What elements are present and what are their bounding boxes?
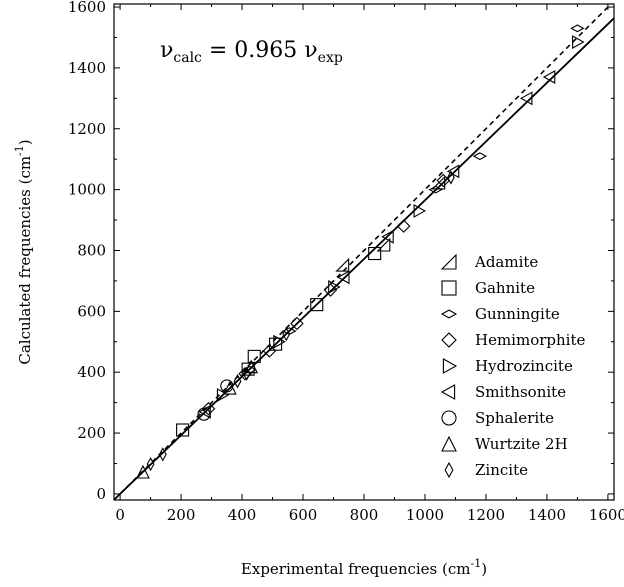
legend-label-hydrozincite: Hydrozincite — [475, 357, 573, 375]
series-smithsonite — [198, 70, 556, 419]
y-tick-label: 1600 — [68, 0, 106, 16]
y-tick-label: 1000 — [68, 181, 106, 199]
x-tick-label: 600 — [289, 506, 318, 524]
data-points — [136, 24, 585, 479]
x-tick-label: 1400 — [528, 506, 566, 524]
legend-marker-hydrozincite — [442, 358, 458, 374]
y-tick-label: 600 — [77, 302, 106, 320]
fit-line-dashed — [114, 4, 613, 500]
point-smithsonite — [381, 229, 394, 244]
point-zincite — [146, 456, 155, 472]
y-axis-title: Calculated frequencies (cm-1) — [13, 139, 34, 364]
point-wurtzite-2h — [136, 464, 150, 479]
point-gunningite — [570, 24, 585, 33]
y-tick-label: 1400 — [68, 59, 106, 77]
y-tick-label: 800 — [77, 241, 106, 259]
point-gahnite — [176, 423, 190, 437]
point-hemimorphite — [323, 283, 338, 297]
legend-marker-gunningite — [440, 309, 458, 319]
y-tick-label: 0 — [96, 485, 106, 503]
series-sphalerite — [197, 379, 234, 421]
point-gahnite — [269, 337, 283, 351]
point-smithsonite — [519, 91, 533, 106]
point-smithsonite — [446, 164, 460, 179]
legend-label-zincite: Zincite — [475, 461, 528, 479]
point-wurtzite-2h — [222, 380, 237, 395]
x-tick-label: 0 — [115, 506, 125, 524]
point-hemimorphite — [290, 316, 304, 331]
point-zincite — [282, 327, 291, 342]
x-axis-title: Experimental frequencies (cm-1) — [241, 557, 487, 578]
fit-lines — [114, 4, 614, 500]
point-zincite — [233, 374, 242, 389]
legend-label-smithsonite: Smithsonite — [475, 383, 566, 401]
legend: Adamite Gahnite Gunningite Hemimorphite Hydr… — [440, 253, 585, 479]
point-hemimorphite — [262, 344, 277, 358]
point-hydrozincite — [216, 388, 230, 402]
point-sphalerite — [220, 379, 234, 393]
y-tick-label: 1200 — [68, 120, 106, 138]
legend-marker-adamite — [440, 253, 457, 270]
point-smithsonite — [337, 270, 350, 285]
point-hydrozincite — [273, 334, 286, 349]
point-zincite — [446, 170, 455, 185]
point-gahnite — [247, 349, 261, 363]
legend-label-gahnite: Gahnite — [475, 279, 535, 297]
point-smithsonite — [542, 70, 556, 84]
point-gunningite — [428, 185, 443, 194]
legend-marker-smithsonite — [440, 384, 456, 400]
x-tick-label: 200 — [167, 506, 196, 524]
point-hemimorphite — [436, 173, 451, 188]
legend-marker-hemimorphite — [441, 332, 457, 348]
series-zincite — [146, 170, 455, 472]
x-tick-label: 1000 — [406, 506, 444, 524]
legend-label-adamite: Adamite — [474, 253, 538, 271]
series-hydrozincite — [216, 35, 585, 402]
point-zincite — [158, 447, 167, 462]
x-tick-label: 800 — [350, 506, 379, 524]
y-tick-label: 200 — [77, 424, 106, 442]
series-wurtzite-2h — [136, 359, 259, 479]
y-tick-label: 400 — [77, 363, 106, 381]
point-zincite — [242, 366, 251, 381]
legend-label-gunningite: Gunningite — [475, 305, 560, 323]
point-gahnite — [310, 298, 324, 312]
point-hemimorphite — [396, 219, 411, 233]
point-hydrozincite — [413, 203, 427, 218]
point-adamite — [376, 237, 391, 252]
point-hydrozincite — [328, 280, 341, 294]
x-tick-label: 1600 — [589, 506, 624, 524]
legend-label-wurtzite-2h: Wurtzite 2H — [475, 435, 568, 453]
legend-marker-gahnite — [441, 280, 457, 296]
point-hemimorphite — [201, 401, 216, 416]
x-tick-label: 1200 — [467, 506, 505, 524]
legend-marker-wurtzite-2h — [441, 435, 457, 452]
series-hemimorphite — [201, 173, 451, 416]
point-sphalerite — [197, 407, 211, 421]
equation-annotation: νcalc = 0.965 νexp — [160, 38, 343, 66]
series-adamite — [335, 175, 446, 272]
point-hydrozincite — [572, 35, 585, 49]
x-tick-label: 400 — [228, 506, 257, 524]
point-wurtzite-2h — [244, 359, 259, 374]
point-adamite — [431, 175, 446, 190]
legend-marker-zincite — [444, 461, 454, 479]
legend-marker-sphalerite — [441, 410, 457, 426]
legend-label-sphalerite: Sphalerite — [475, 409, 554, 427]
series-gahnite — [176, 246, 382, 437]
point-gunningite — [472, 152, 487, 161]
point-gahnite — [368, 246, 382, 261]
legend-label-hemimorphite: Hemimorphite — [475, 331, 585, 349]
point-adamite — [335, 257, 350, 272]
fit-line-solid — [114, 17, 614, 500]
